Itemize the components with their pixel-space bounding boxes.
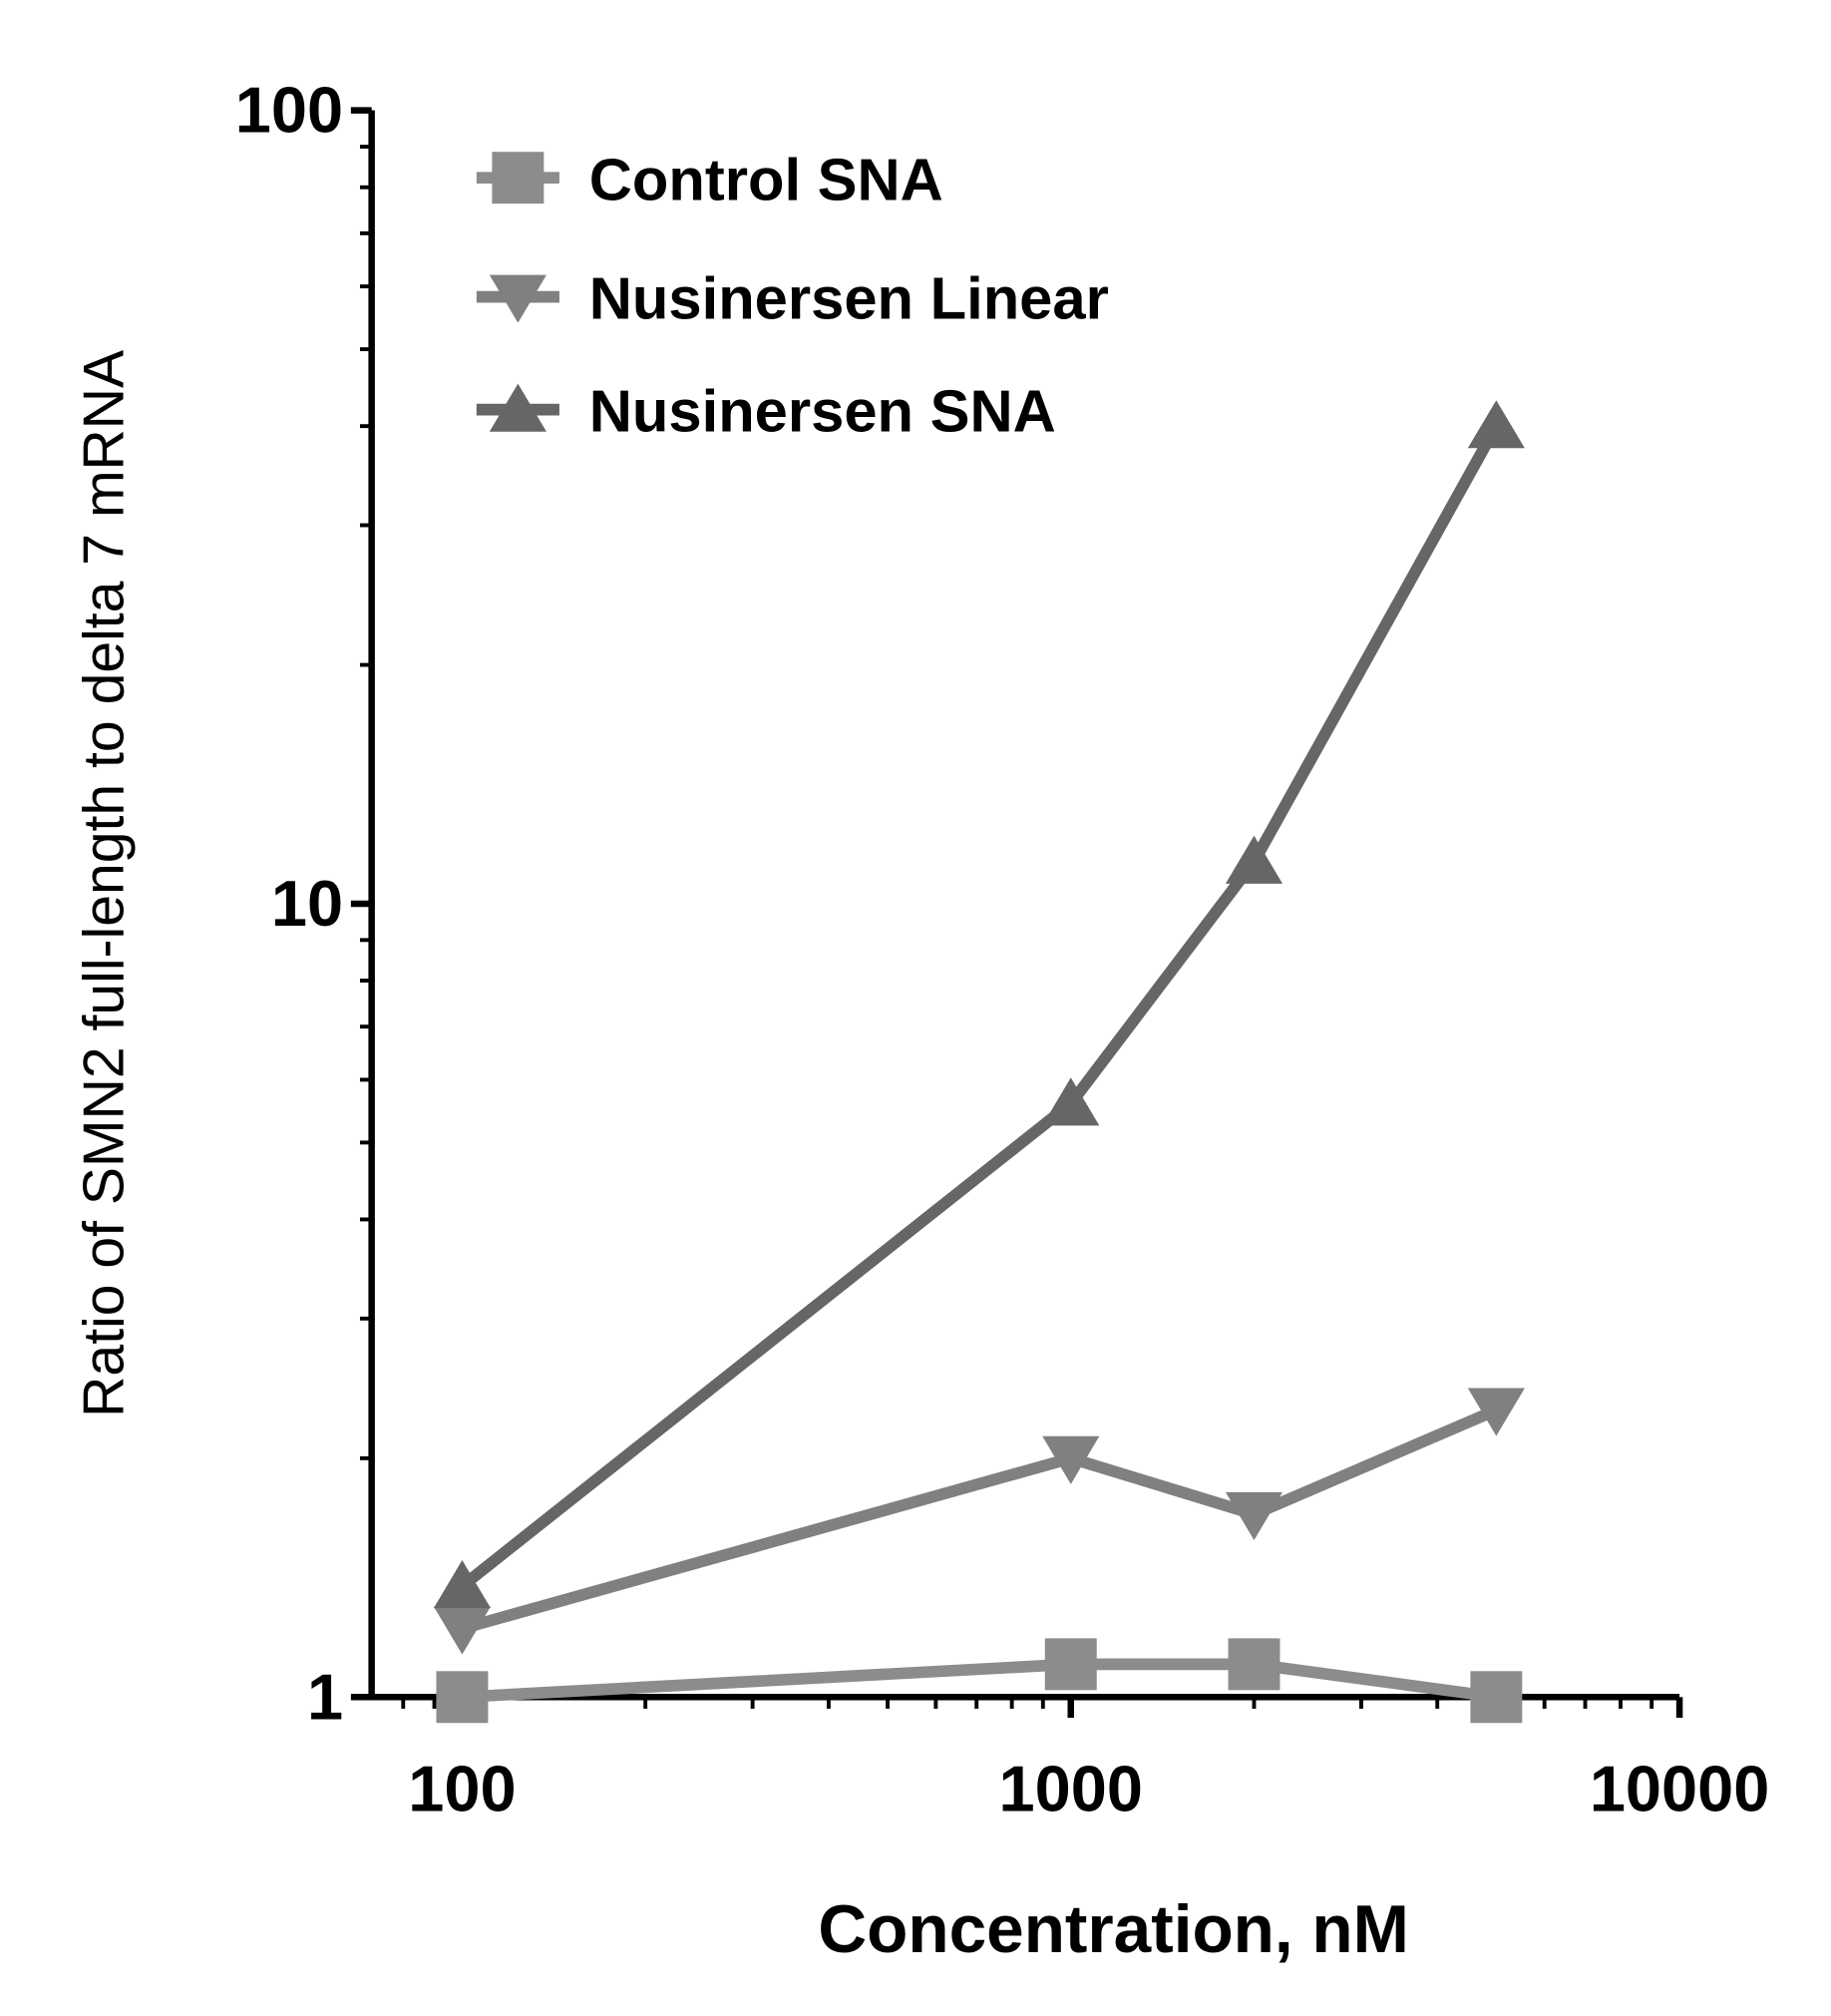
- legend-marker-square-icon: [492, 152, 545, 204]
- data-point: [433, 1606, 491, 1655]
- y-axis-label: Ratio of SMN2 full-length to delta 7 mRN…: [72, 350, 136, 1417]
- series-line: [458, 423, 1502, 1591]
- data-point: [1225, 835, 1283, 884]
- legend-item: Control SNA: [476, 146, 943, 212]
- legend-item: Nusinersen Linear: [476, 265, 1109, 332]
- series-nusinersen-sna: [433, 400, 1525, 1609]
- axes: 1 10 100 100 1000 10000: [235, 74, 1770, 1825]
- series-line: [460, 1405, 1499, 1635]
- data-point: [1467, 1388, 1525, 1436]
- x-axis-label: Concentration, nM: [818, 1892, 1408, 1967]
- x-tick-label: 10000: [1590, 1753, 1770, 1825]
- series-nusinersen-linear: [433, 1388, 1525, 1655]
- series-group: [433, 400, 1525, 1724]
- legend: Control SNA Nusinersen Linear Nusinersen S…: [476, 146, 1109, 445]
- data-point: [1042, 1435, 1100, 1484]
- legend-label: Nusinersen Linear: [589, 265, 1109, 332]
- x-tick-label: 100: [408, 1753, 516, 1825]
- y-tick-label: 100: [235, 74, 343, 147]
- data-point: [436, 1671, 489, 1724]
- legend-label: Control SNA: [589, 146, 943, 212]
- series-line: [462, 1658, 1498, 1704]
- y-tick-label: 1: [307, 1660, 343, 1733]
- data-point: [1228, 1638, 1281, 1691]
- data-point: [1042, 1077, 1100, 1126]
- data-point: [433, 1560, 491, 1609]
- series-control-sna: [436, 1638, 1523, 1724]
- legend-item: Nusinersen SNA: [476, 378, 1056, 445]
- legend-marker-triangle-down-icon: [489, 274, 547, 323]
- x-tick-label: 1000: [999, 1753, 1143, 1825]
- data-point: [1044, 1638, 1097, 1691]
- data-point: [1225, 1491, 1283, 1540]
- legend-marker-triangle-up-icon: [489, 383, 547, 432]
- data-point: [1470, 1671, 1523, 1724]
- data-point: [1467, 400, 1525, 449]
- y-tick-label: 10: [271, 867, 343, 940]
- legend-label: Nusinersen SNA: [589, 378, 1056, 445]
